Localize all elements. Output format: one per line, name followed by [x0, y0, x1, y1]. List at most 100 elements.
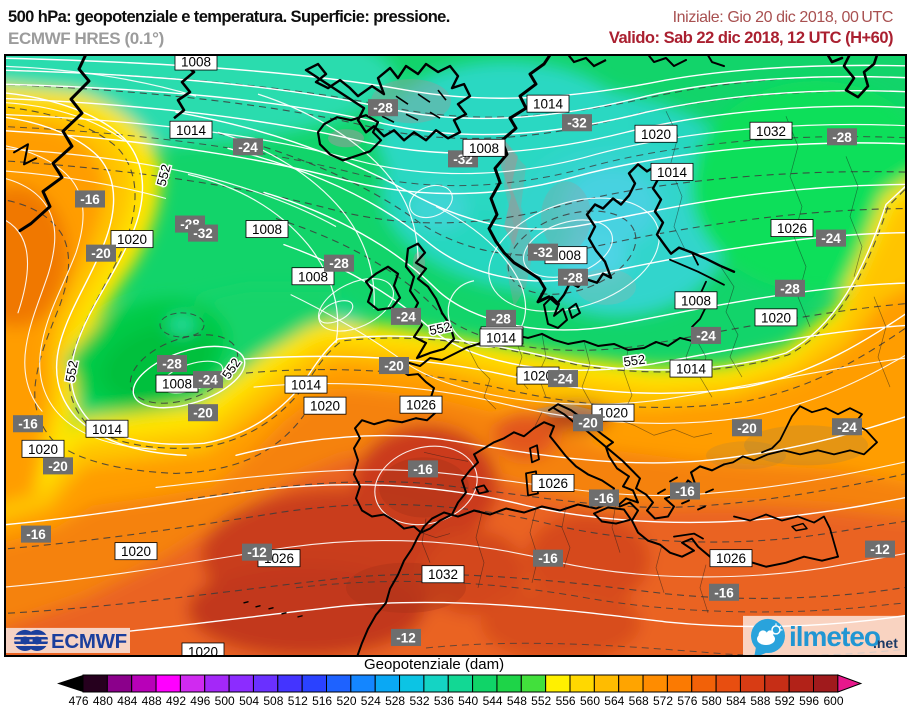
- svg-text:484: 484: [117, 694, 137, 708]
- svg-text:508: 508: [263, 694, 283, 708]
- svg-text:1014: 1014: [657, 165, 687, 180]
- svg-text:1020: 1020: [761, 310, 791, 325]
- svg-text:-24: -24: [396, 309, 416, 324]
- svg-text:-28: -28: [329, 256, 349, 271]
- svg-text:1008: 1008: [469, 141, 499, 156]
- svg-text:1008: 1008: [298, 269, 328, 284]
- svg-text:476: 476: [69, 694, 89, 708]
- svg-text:-20: -20: [384, 359, 404, 374]
- svg-text:548: 548: [507, 694, 527, 708]
- svg-text:-24: -24: [837, 420, 857, 435]
- svg-text:500: 500: [215, 694, 235, 708]
- svg-text:516: 516: [312, 694, 332, 708]
- svg-text:1026: 1026: [406, 398, 436, 413]
- svg-text:1032: 1032: [428, 567, 458, 582]
- svg-text:592: 592: [775, 694, 795, 708]
- svg-text:584: 584: [726, 694, 746, 708]
- svg-text:-16: -16: [413, 462, 433, 477]
- svg-text:1020: 1020: [598, 406, 628, 421]
- svg-text:1014: 1014: [533, 97, 563, 112]
- svg-text:-16: -16: [80, 192, 100, 207]
- svg-text:-28: -28: [832, 130, 852, 145]
- svg-text:544: 544: [483, 694, 503, 708]
- svg-text:-24: -24: [821, 231, 841, 246]
- svg-text:1020: 1020: [641, 127, 671, 142]
- svg-text:1014: 1014: [176, 123, 206, 138]
- svg-text:552: 552: [62, 359, 81, 383]
- svg-text:1032: 1032: [756, 124, 786, 139]
- svg-text:576: 576: [677, 694, 697, 708]
- svg-text:ilmeteo: ilmeteo: [789, 621, 881, 652]
- svg-text:600: 600: [823, 694, 843, 708]
- svg-text:540: 540: [458, 694, 478, 708]
- svg-text:556: 556: [556, 694, 576, 708]
- svg-text:528: 528: [385, 694, 405, 708]
- svg-text:1008: 1008: [181, 55, 211, 70]
- svg-text:1020: 1020: [523, 369, 553, 384]
- svg-text:552: 552: [154, 163, 174, 188]
- svg-text:-28: -28: [491, 311, 511, 326]
- svg-text:-20: -20: [193, 406, 213, 421]
- svg-text:.net: .net: [873, 635, 898, 651]
- svg-text:596: 596: [799, 694, 819, 708]
- svg-text:-24: -24: [553, 372, 573, 387]
- svg-text:504: 504: [239, 694, 259, 708]
- svg-text:-12: -12: [247, 545, 267, 560]
- svg-text:480: 480: [93, 694, 113, 708]
- svg-text:1014: 1014: [676, 362, 706, 377]
- svg-text:552: 552: [531, 694, 551, 708]
- svg-text:1008: 1008: [162, 377, 192, 392]
- svg-text:524: 524: [361, 694, 381, 708]
- svg-text:1026: 1026: [538, 476, 568, 491]
- svg-text:ECMWF: ECMWF: [51, 630, 127, 653]
- svg-text:-20: -20: [91, 246, 111, 261]
- svg-text:1020: 1020: [117, 232, 147, 247]
- svg-text:536: 536: [434, 694, 454, 708]
- svg-text:588: 588: [750, 694, 770, 708]
- svg-text:512: 512: [288, 694, 308, 708]
- svg-text:1014: 1014: [92, 422, 122, 437]
- svg-text:-28: -28: [780, 281, 800, 296]
- svg-text:1008: 1008: [681, 293, 711, 308]
- svg-text:564: 564: [604, 694, 624, 708]
- svg-text:1020: 1020: [188, 644, 218, 657]
- svg-text:-24: -24: [198, 373, 218, 388]
- svg-text:532: 532: [409, 694, 429, 708]
- svg-text:-32: -32: [193, 226, 213, 241]
- svg-text:-20: -20: [578, 416, 598, 431]
- svg-text:-28: -28: [373, 101, 393, 116]
- svg-text:572: 572: [653, 694, 673, 708]
- svg-text:-24: -24: [238, 140, 258, 155]
- svg-text:1020: 1020: [121, 544, 151, 559]
- svg-text:-32: -32: [567, 116, 587, 131]
- svg-text:-28: -28: [563, 270, 583, 285]
- svg-text:1014: 1014: [486, 330, 516, 345]
- svg-text:1026: 1026: [777, 221, 807, 236]
- svg-text:-12: -12: [870, 542, 890, 557]
- svg-text:1008: 1008: [551, 248, 581, 263]
- svg-text:-32: -32: [533, 245, 553, 260]
- svg-text:488: 488: [142, 694, 162, 708]
- svg-text:-16: -16: [594, 491, 614, 506]
- svg-text:1026: 1026: [716, 551, 746, 566]
- svg-text:-16: -16: [714, 585, 734, 600]
- svg-text:-16: -16: [538, 551, 558, 566]
- svg-text:1020: 1020: [28, 442, 58, 457]
- svg-text:492: 492: [166, 694, 186, 708]
- svg-text:1014: 1014: [291, 378, 321, 393]
- svg-text:520: 520: [336, 694, 356, 708]
- svg-text:-12: -12: [396, 630, 416, 645]
- svg-text:-20: -20: [737, 421, 757, 436]
- svg-text:-16: -16: [26, 527, 46, 542]
- svg-text:552: 552: [428, 319, 452, 338]
- svg-text:560: 560: [580, 694, 600, 708]
- svg-text:-28: -28: [162, 357, 182, 372]
- svg-text:-16: -16: [675, 484, 695, 499]
- svg-text:-16: -16: [18, 417, 38, 432]
- svg-text:-20: -20: [48, 459, 68, 474]
- svg-text:568: 568: [629, 694, 649, 708]
- svg-text:580: 580: [702, 694, 722, 708]
- svg-text:-24: -24: [696, 328, 716, 343]
- svg-text:552: 552: [623, 352, 647, 370]
- svg-text:496: 496: [190, 694, 210, 708]
